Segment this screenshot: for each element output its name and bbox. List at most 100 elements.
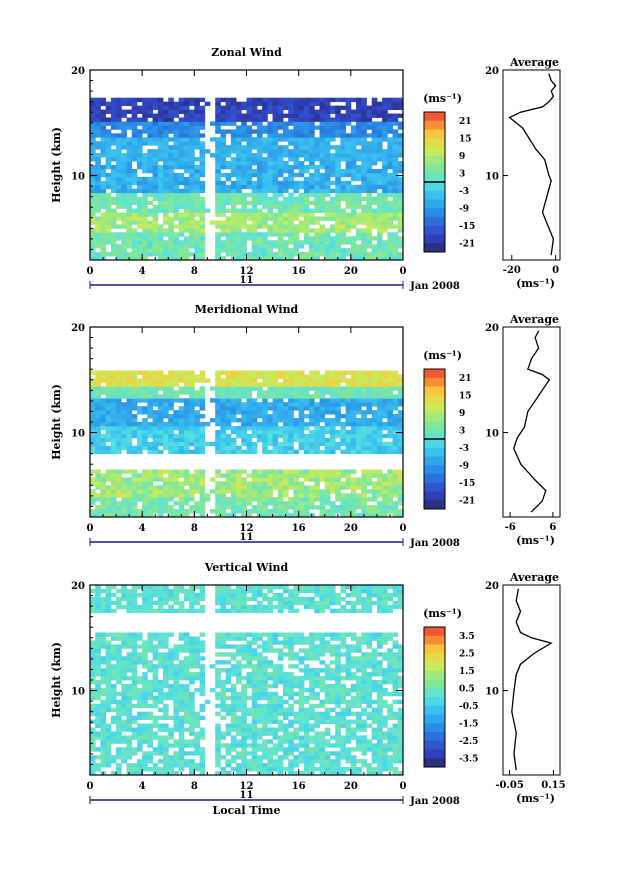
heatmap-cell: [183, 410, 190, 415]
heatmap-cell: [142, 759, 148, 764]
heatmap-cell: [152, 425, 159, 431]
heatmap-cell: [157, 129, 164, 134]
heatmap-cell: [241, 129, 247, 134]
heatmap-cell: [157, 228, 164, 233]
heatmap-cell: [225, 149, 232, 154]
heatmap-cell: [152, 220, 159, 225]
heatmap-cell: [225, 248, 232, 253]
heatmap-cell: [90, 382, 96, 387]
heatmap-cell: [262, 141, 268, 146]
heatmap-cell: [178, 509, 185, 514]
heatmap-cell: [329, 168, 336, 174]
heatmap-cell: [277, 133, 284, 138]
heatmap-cell: [131, 125, 138, 130]
heatmap-cell: [225, 398, 232, 403]
heatmap-cell: [241, 410, 247, 415]
heatmap-cell: [121, 501, 127, 506]
heatmap-cell: [288, 445, 294, 451]
heatmap-cell: [142, 390, 148, 395]
heatmap-cell: [376, 501, 383, 506]
heatmap-cell: [397, 489, 404, 494]
heatmap-cell: [329, 252, 336, 257]
heatmap-cell: [251, 117, 258, 122]
heatmap-cell: [110, 699, 117, 705]
heatmap-cell: [194, 224, 200, 229]
heatmap-cell: [366, 244, 373, 249]
heatmap-cell: [173, 441, 180, 447]
heatmap-cell: [376, 378, 383, 383]
heatmap-cell: [121, 711, 127, 717]
heatmap-cell: [105, 656, 112, 661]
heatmap-cell: [142, 165, 148, 170]
heatmap-cell: [90, 370, 96, 375]
heatmap-cell: [329, 398, 336, 403]
heatmap-cell: [241, 493, 247, 498]
heatmap-cell: [131, 751, 138, 756]
heatmap-cell: [340, 105, 347, 110]
heatmap-cell: [199, 489, 206, 494]
heatmap-cell: [350, 97, 357, 103]
heatmap-cell: [288, 204, 294, 209]
heatmap-cell: [309, 176, 315, 182]
heatmap-cell: [335, 469, 341, 474]
heatmap-cell: [220, 600, 227, 606]
heatmap-cell: [163, 113, 169, 118]
heatmap-cell: [392, 477, 399, 482]
heatmap-cell: [397, 149, 404, 154]
heatmap-cell: [121, 755, 127, 760]
heatmap-cell: [178, 153, 185, 158]
heatmap-cell: [126, 497, 133, 502]
heatmap-cell: [345, 192, 352, 198]
heatmap-cell: [324, 485, 331, 490]
heatmap-cell: [105, 473, 112, 478]
heatmap-cell: [136, 723, 143, 728]
heatmap-cell: [95, 596, 101, 602]
heatmap-cell: [100, 497, 107, 502]
heatmap-cell: [236, 240, 242, 245]
heatmap-cell: [116, 731, 122, 736]
heatmap-cell: [178, 763, 185, 768]
heatmap-cell: [194, 592, 200, 598]
heatmap-cell: [147, 252, 153, 257]
heatmap-cell: [220, 632, 227, 637]
heatmap-cell: [272, 133, 279, 138]
heatmap-cell: [152, 248, 159, 253]
heatmap-cell: [324, 398, 331, 403]
heatmap-cell: [277, 204, 284, 209]
heatmap-cell: [356, 176, 362, 182]
heatmap-cell: [382, 109, 388, 114]
heatmap-cell: [350, 212, 357, 217]
heatmap-cell: [303, 445, 310, 451]
heatmap-cell: [163, 680, 169, 685]
heatmap-cell: [152, 509, 159, 514]
heatmap-cell: [371, 441, 378, 447]
heatmap-cell: [220, 256, 227, 261]
heatmap-cell: [277, 445, 284, 451]
heatmap-cell: [246, 252, 253, 257]
heatmap-cell: [267, 149, 273, 154]
heatmap-cell: [142, 394, 148, 399]
heatmap-cell: [272, 109, 279, 114]
heatmap-cell: [194, 398, 200, 403]
heatmap-cell: [329, 133, 336, 138]
heatmap-cell: [283, 97, 289, 103]
colorbar-swatch: [424, 155, 445, 165]
heatmap-cell: [241, 433, 247, 439]
heatmap-cell: [256, 370, 263, 375]
heatmap-cell: [194, 165, 200, 170]
heatmap-cell: [95, 204, 101, 209]
heatmap-cell: [178, 699, 185, 705]
heatmap-cell: [272, 196, 279, 202]
heatmap-cell: [319, 374, 326, 379]
heatmap-cell: [309, 402, 315, 407]
heatmap-cell: [262, 200, 268, 205]
heatmap-cell: [376, 370, 383, 375]
colorbar-swatch: [424, 190, 445, 200]
heatmap-cell: [136, 489, 143, 494]
heatmap-cell: [121, 180, 127, 186]
heatmap-cell: [90, 672, 96, 677]
heatmap-cell: [121, 256, 127, 261]
heatmap-cell: [267, 224, 273, 229]
heatmap-cell: [376, 394, 383, 399]
heatmap-cell: [293, 212, 300, 217]
